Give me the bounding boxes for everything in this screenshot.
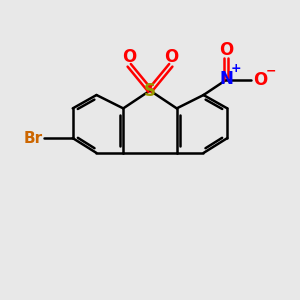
Text: O: O	[219, 41, 233, 59]
Text: Br: Br	[24, 130, 43, 146]
Text: +: +	[231, 62, 242, 75]
Text: O: O	[122, 48, 136, 66]
Text: O: O	[253, 71, 267, 89]
Text: S: S	[144, 82, 156, 100]
Text: N: N	[219, 70, 233, 88]
Text: O: O	[164, 48, 178, 66]
Text: −: −	[266, 65, 277, 78]
